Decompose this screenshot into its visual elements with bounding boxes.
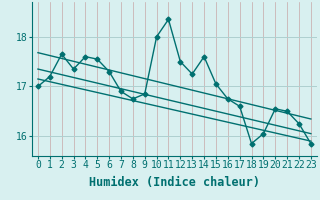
X-axis label: Humidex (Indice chaleur): Humidex (Indice chaleur) xyxy=(89,176,260,189)
